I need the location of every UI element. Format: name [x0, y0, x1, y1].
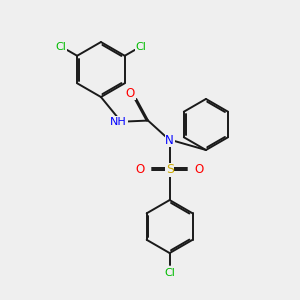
Text: O: O	[126, 87, 135, 100]
Text: Cl: Cl	[135, 42, 146, 52]
Text: N: N	[165, 134, 174, 147]
Text: O: O	[194, 163, 204, 176]
Text: S: S	[166, 163, 174, 176]
Text: Cl: Cl	[164, 268, 175, 278]
Text: O: O	[136, 163, 145, 176]
Text: Cl: Cl	[56, 42, 67, 52]
Text: NH: NH	[110, 116, 127, 127]
